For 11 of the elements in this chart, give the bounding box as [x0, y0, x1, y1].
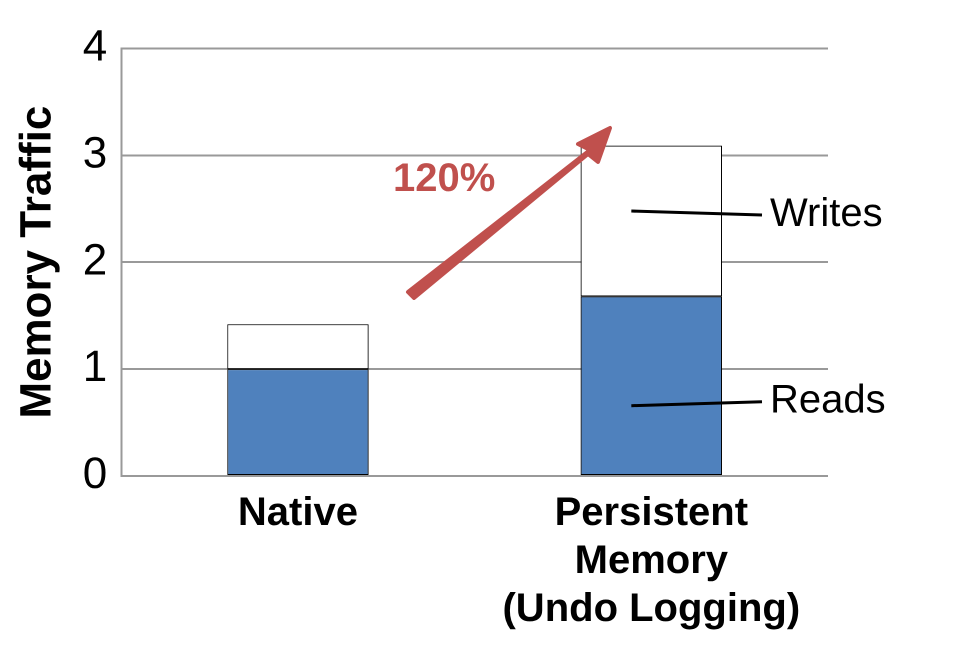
- series-label: Writes: [770, 191, 883, 236]
- x-tick-label: Persistent Memory (Undo Logging): [502, 490, 800, 630]
- y-tick-label: 4: [82, 22, 108, 71]
- x-tick-label: Native: [238, 490, 358, 534]
- y-tick-label: 3: [82, 128, 108, 178]
- y-axis-title: Memory Traffic: [12, 106, 61, 419]
- annotation: 120%: [393, 156, 496, 200]
- series-label: Reads: [770, 378, 886, 422]
- y-tick-label: 2: [82, 235, 108, 284]
- y-tick-label: 0: [82, 449, 108, 498]
- y-tick-label: 1: [82, 342, 108, 392]
